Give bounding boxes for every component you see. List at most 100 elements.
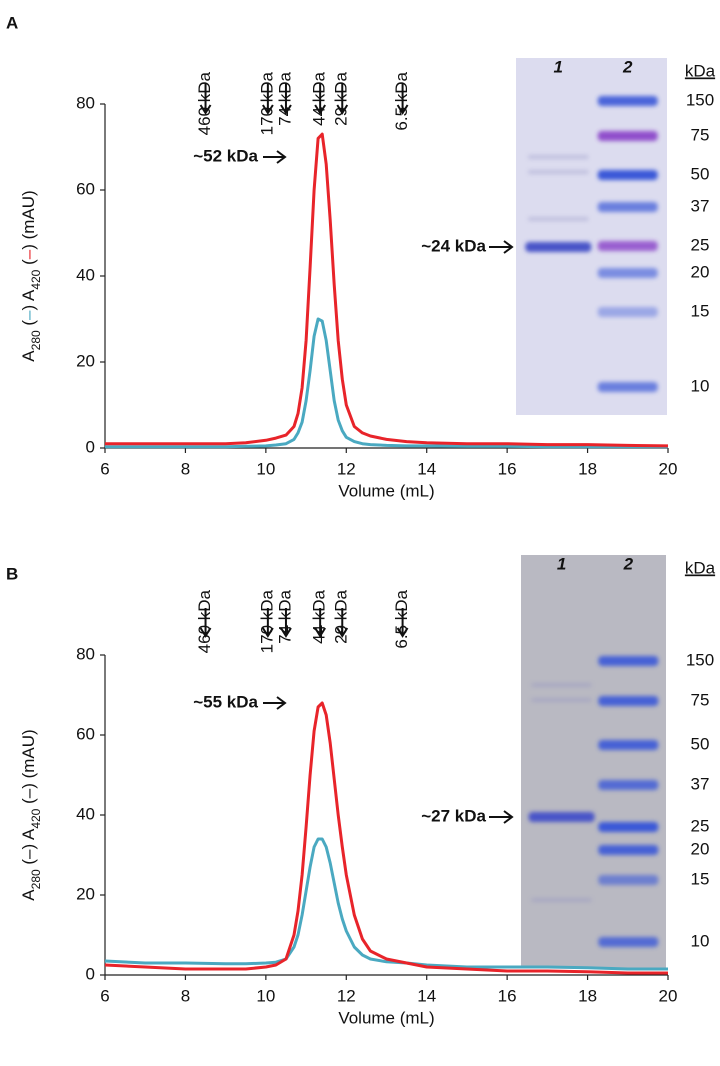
lane-label: 2 — [623, 554, 634, 573]
x-axis-label: Volume (mL) — [338, 481, 434, 500]
x-tick-label: 16 — [498, 986, 517, 1005]
lane-label: 1 — [557, 554, 566, 573]
marker-label: 74 kDa — [275, 71, 294, 125]
ladder-label: 75 — [691, 690, 710, 709]
ladder-band — [597, 170, 658, 180]
gel-unit: kDa — [685, 558, 716, 577]
y-tick-label: 40 — [76, 804, 95, 823]
y-label-part: 420 — [29, 269, 43, 289]
ladder-label: 20 — [691, 262, 710, 281]
peak-label: ~55 kDa — [193, 692, 258, 711]
y-label-part: ) (mAU) — [19, 729, 38, 788]
ladder-band — [598, 875, 659, 885]
gel-faint-band — [528, 217, 589, 221]
y-label-part: ( — [19, 320, 38, 331]
band-arrow — [489, 240, 514, 254]
x-tick-label: 12 — [337, 459, 356, 478]
y-axis-label: A280 (–) A420 (–) (mAU) — [19, 729, 43, 900]
ladder-label: 50 — [691, 734, 710, 753]
series-line — [104, 837, 668, 971]
marker-arrow — [262, 608, 274, 638]
y-label-part: 280 — [29, 869, 43, 889]
marker-label: 460 kDa — [195, 589, 214, 653]
y-label-part: ) A — [19, 289, 38, 310]
ladder-label: 15 — [691, 869, 710, 888]
ladder-band — [598, 740, 659, 750]
ladder-label: 150 — [686, 650, 714, 669]
y-tick-label: 40 — [76, 265, 95, 284]
peak-label: ~52 kDa — [193, 146, 258, 165]
marker-label: 460 kDa — [195, 71, 214, 135]
ladder-label: 15 — [691, 301, 710, 320]
y-label-part: ( — [19, 859, 38, 870]
x-tick-label: 8 — [181, 986, 190, 1005]
x-tick-label: 20 — [659, 459, 678, 478]
gel-image — [516, 58, 667, 415]
marker-label: 170 kDa — [257, 589, 276, 653]
band-label: ~27 kDa — [421, 806, 486, 825]
ladder-label: 10 — [691, 931, 710, 950]
x-tick-label: 20 — [659, 986, 678, 1005]
x-tick-label: 18 — [578, 459, 597, 478]
lane-label: 1 — [554, 57, 563, 76]
y-label-part: 280 — [29, 330, 43, 350]
y-label-part: A — [19, 350, 38, 362]
ladder-label: 50 — [691, 164, 710, 183]
marker-arrow — [262, 83, 274, 115]
marker-arrow — [336, 83, 349, 115]
ladder-label: 20 — [691, 839, 710, 858]
series-line — [104, 701, 668, 975]
x-tick-label: 6 — [100, 459, 109, 478]
ladder-band — [597, 241, 658, 251]
y-label-part: ( — [19, 798, 38, 809]
gel-faint-band — [531, 698, 592, 702]
x-tick-label: 18 — [578, 986, 597, 1005]
x-tick-label: 14 — [417, 986, 436, 1005]
gel-faint-band — [531, 683, 592, 687]
ladder-band — [598, 845, 659, 855]
series-line — [105, 132, 669, 448]
marker-label: 170 kDa — [257, 71, 276, 135]
ladder-band — [598, 656, 659, 666]
y-label-part: – — [19, 249, 38, 259]
lane-label: 2 — [622, 57, 633, 76]
marker-arrow — [314, 608, 326, 638]
gel-band — [528, 812, 595, 822]
y-label-part: – — [19, 849, 38, 859]
gel-unit: kDa — [685, 61, 716, 80]
ladder-band — [598, 696, 659, 706]
y-label-part: ) A — [19, 828, 38, 849]
y-tick-label: 0 — [86, 437, 95, 456]
y-axis-label: A280 (–) A420 (–) (mAU) — [19, 190, 43, 361]
marker-arrow — [336, 608, 349, 638]
ladder-band — [598, 822, 659, 832]
marker-label: 6.5 kDa — [392, 589, 411, 648]
marker-arrow — [314, 83, 326, 115]
ladder-band — [597, 131, 658, 141]
y-tick-label: 0 — [86, 964, 95, 983]
ladder-band — [597, 307, 658, 317]
y-tick-label: 60 — [76, 179, 95, 198]
marker-arrow — [199, 83, 212, 115]
y-label-part: ( — [19, 259, 38, 270]
gel-faint-band — [528, 155, 589, 159]
y-tick-label: 80 — [76, 93, 95, 112]
marker-arrow — [199, 608, 212, 638]
y-label-part: A — [19, 889, 38, 901]
x-tick-label: 8 — [181, 459, 190, 478]
x-tick-label: 16 — [498, 459, 517, 478]
marker-arrow — [396, 608, 409, 638]
marker-arrow — [280, 83, 292, 115]
x-tick-label: 6 — [100, 986, 109, 1005]
marker-label: 29 kDa — [332, 71, 351, 125]
band-arrow — [489, 810, 514, 824]
x-tick-label: 12 — [337, 986, 356, 1005]
y-tick-label: 60 — [76, 724, 95, 743]
series-line — [105, 317, 668, 449]
ladder-label: 75 — [691, 125, 710, 144]
y-label-part: – — [19, 310, 38, 320]
x-tick-label: 14 — [417, 459, 436, 478]
ladder-label: 25 — [691, 235, 710, 254]
